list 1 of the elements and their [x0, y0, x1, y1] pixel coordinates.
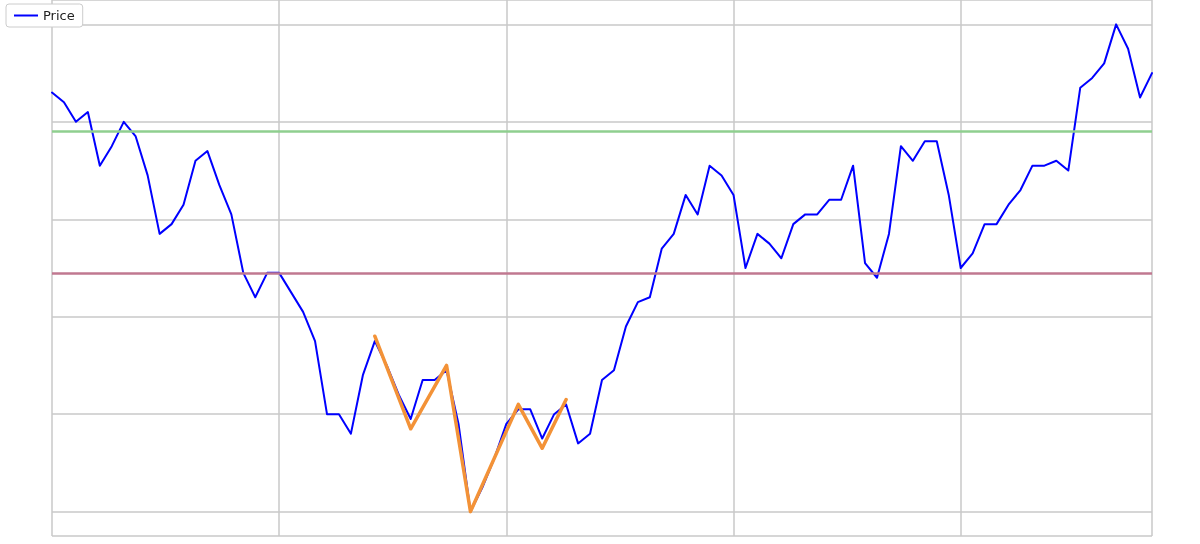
- legend-label: Price: [43, 8, 75, 23]
